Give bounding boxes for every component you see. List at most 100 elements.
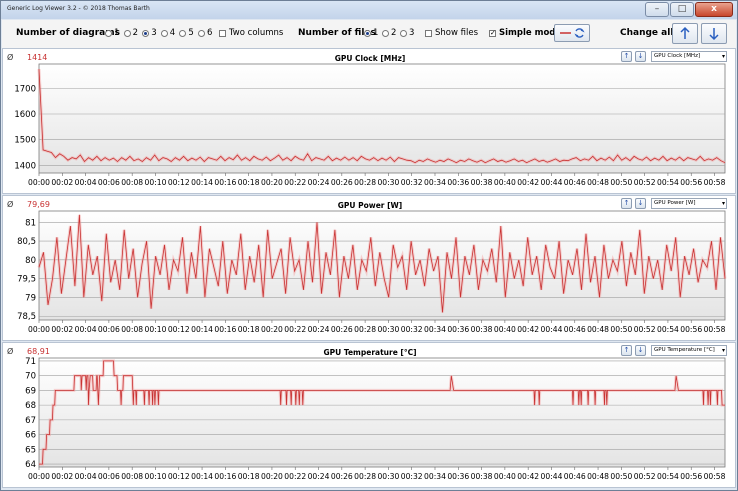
gpu-power-down-button[interactable]: ↓ bbox=[635, 198, 646, 209]
diagram-count-option-radio-4[interactable] bbox=[160, 29, 168, 37]
diagram-count-option-radio-3[interactable] bbox=[142, 29, 150, 37]
y-tick-label: 79,5 bbox=[17, 275, 36, 285]
chevron-down-icon: ▾ bbox=[721, 347, 725, 354]
x-tick-label: 00:50 bbox=[610, 325, 632, 334]
x-tick-label: 00:52 bbox=[634, 325, 656, 334]
x-tick-label: 00:54 bbox=[657, 472, 679, 481]
y-tick-label: 78,5 bbox=[17, 312, 36, 322]
change-all-down-button[interactable] bbox=[701, 23, 727, 44]
x-tick-label: 00:30 bbox=[377, 178, 399, 187]
x-tick-label: 00:58 bbox=[704, 472, 726, 481]
swap-icon bbox=[560, 28, 585, 38]
minimize-button[interactable]: – bbox=[645, 2, 669, 17]
gpu-clock-up-button[interactable]: ↑ bbox=[621, 51, 632, 62]
swap-button[interactable] bbox=[554, 24, 590, 42]
diagram-count-option-6[interactable]: 6 bbox=[198, 28, 212, 38]
y-tick-label: 79 bbox=[25, 293, 36, 303]
diagram-count-option-3[interactable]: 3 bbox=[142, 28, 157, 38]
y-tick-label: 81 bbox=[25, 218, 36, 228]
title-bar: Generic Log Viewer 3.2 - © 2018 Thomas B… bbox=[1, 1, 737, 19]
two-columns-box[interactable] bbox=[219, 29, 226, 37]
file-count-option-label-3: 3 bbox=[409, 28, 415, 38]
file-count-option-radio-1[interactable] bbox=[364, 29, 371, 37]
file-count-option-1[interactable]: 1 bbox=[364, 28, 378, 38]
x-tick-label: 00:16 bbox=[214, 325, 236, 334]
change-all-up-button[interactable] bbox=[672, 23, 698, 44]
gpu-temperature-down-button[interactable]: ↓ bbox=[635, 345, 646, 356]
two-columns-checkbox[interactable]: Two columns bbox=[219, 28, 283, 38]
x-tick-label: 00:04 bbox=[75, 178, 97, 187]
x-tick-label: 00:38 bbox=[471, 178, 493, 187]
file-count-option-label-2: 2 bbox=[391, 28, 397, 38]
x-tick-label: 00:22 bbox=[284, 325, 306, 334]
x-tick-label: 00:18 bbox=[238, 472, 260, 481]
file-count-option-radio-3[interactable] bbox=[400, 29, 407, 37]
gpu-power-up-button[interactable]: ↑ bbox=[621, 198, 632, 209]
number-of-diagrams-label: Number of diagrams bbox=[16, 28, 120, 38]
diagram-count-option-4[interactable]: 4 bbox=[160, 28, 176, 38]
show-files-checkbox[interactable]: Show files bbox=[425, 28, 478, 38]
diagram-count-option-1[interactable]: 1 bbox=[105, 28, 119, 38]
x-tick-label: 00:18 bbox=[238, 325, 260, 334]
x-tick-label: 00:52 bbox=[634, 472, 656, 481]
gpu-power-panel: 78,5 79 79,5 80 80,5 81 00:00 00:02 00:04 00:06 00… bbox=[2, 195, 736, 341]
x-tick-label: 00:24 bbox=[308, 325, 330, 334]
simple-mode-checkbox[interactable]: ✓ Simple mode bbox=[489, 28, 561, 38]
diagram-count-option-2[interactable]: 2 bbox=[123, 28, 138, 38]
x-tick-label: 00:54 bbox=[657, 325, 679, 334]
file-count-option-2[interactable]: 2 bbox=[382, 28, 396, 38]
x-tick-label: 00:54 bbox=[657, 178, 679, 187]
gpu-temperature-title: GPU Temperature [°C] bbox=[323, 348, 417, 357]
arrow-down-icon bbox=[709, 28, 719, 41]
diagram-count-option-radio-2[interactable] bbox=[123, 29, 131, 37]
gpu-clock-sensor-select[interactable]: GPU Clock [MHz] ▾ bbox=[651, 51, 727, 62]
window-title: Generic Log Viewer 3.2 - © 2018 Thomas B… bbox=[7, 5, 150, 12]
x-tick-label: 00:48 bbox=[587, 472, 609, 481]
gpu-clock-down-button[interactable]: ↓ bbox=[635, 51, 646, 62]
x-tick-label: 00:58 bbox=[704, 325, 726, 334]
plot-area bbox=[38, 63, 726, 174]
x-tick-label: 00:06 bbox=[98, 178, 120, 187]
average-symbol: Ø bbox=[7, 200, 14, 209]
x-tick-label: 00:02 bbox=[51, 325, 73, 334]
diagram-count-option-label-6: 6 bbox=[207, 28, 213, 38]
gpu-temperature-up-button[interactable]: ↑ bbox=[621, 345, 632, 356]
file-count-option-3[interactable]: 3 bbox=[400, 28, 414, 38]
x-tick-label: 00:04 bbox=[75, 325, 97, 334]
file-count-option-radio-2[interactable] bbox=[382, 29, 389, 37]
diagram-count-option-5[interactable]: 5 bbox=[179, 28, 194, 38]
x-tick-label: 00:56 bbox=[680, 325, 702, 334]
chevron-down-icon: ▾ bbox=[721, 200, 725, 207]
maximize-button[interactable]: □ bbox=[670, 2, 694, 17]
y-tick-label: 65 bbox=[25, 445, 36, 455]
diagram-count-option-radio-6[interactable] bbox=[198, 29, 205, 37]
y-tick-label: 1500 bbox=[14, 136, 36, 146]
diagram-count-option-label-5: 5 bbox=[188, 28, 194, 38]
gpu-temperature-sensor-select[interactable]: GPU Temperature [°C] ▾ bbox=[651, 345, 727, 356]
gpu-clock-chart: 1400 1500 1600 1700 00:00 00:02 00:04 00:06 00:0… bbox=[14, 63, 726, 187]
gpu-clock-nav-buttons: ↑ ↓ bbox=[621, 51, 646, 62]
diagram-count-option-radio-5[interactable] bbox=[179, 29, 187, 37]
x-tick-label: 00:14 bbox=[191, 325, 213, 334]
x-tick-label: 00:14 bbox=[191, 178, 213, 187]
x-tick-label: 00:26 bbox=[331, 178, 353, 187]
diagram-count-option-label-4: 4 bbox=[169, 28, 176, 38]
diagram-count-option-label-1: 1 bbox=[114, 28, 120, 38]
x-tick-label: 00:46 bbox=[564, 325, 586, 334]
gpu-power-sensor-select[interactable]: GPU Power [W] ▾ bbox=[651, 198, 727, 209]
simple-mode-label: Simple mode bbox=[499, 28, 562, 38]
simple-mode-box[interactable]: ✓ bbox=[489, 28, 496, 37]
x-tick-label: 00:30 bbox=[377, 325, 399, 334]
x-tick-label: 00:48 bbox=[587, 178, 609, 187]
diagram-count-option-radio-1[interactable] bbox=[105, 29, 112, 37]
show-files-box[interactable] bbox=[425, 29, 432, 37]
gpu-power-nav-buttons: ↑ ↓ bbox=[621, 198, 646, 209]
x-tick-label: 00:14 bbox=[191, 472, 213, 481]
x-tick-label: 00:32 bbox=[401, 325, 423, 334]
close-button[interactable]: x bbox=[695, 2, 733, 17]
x-tick-label: 00:50 bbox=[610, 472, 632, 481]
show-files-label: Show files bbox=[435, 28, 479, 38]
x-tick-label: 00:20 bbox=[261, 472, 283, 481]
x-tick-label: 00:26 bbox=[331, 325, 353, 334]
